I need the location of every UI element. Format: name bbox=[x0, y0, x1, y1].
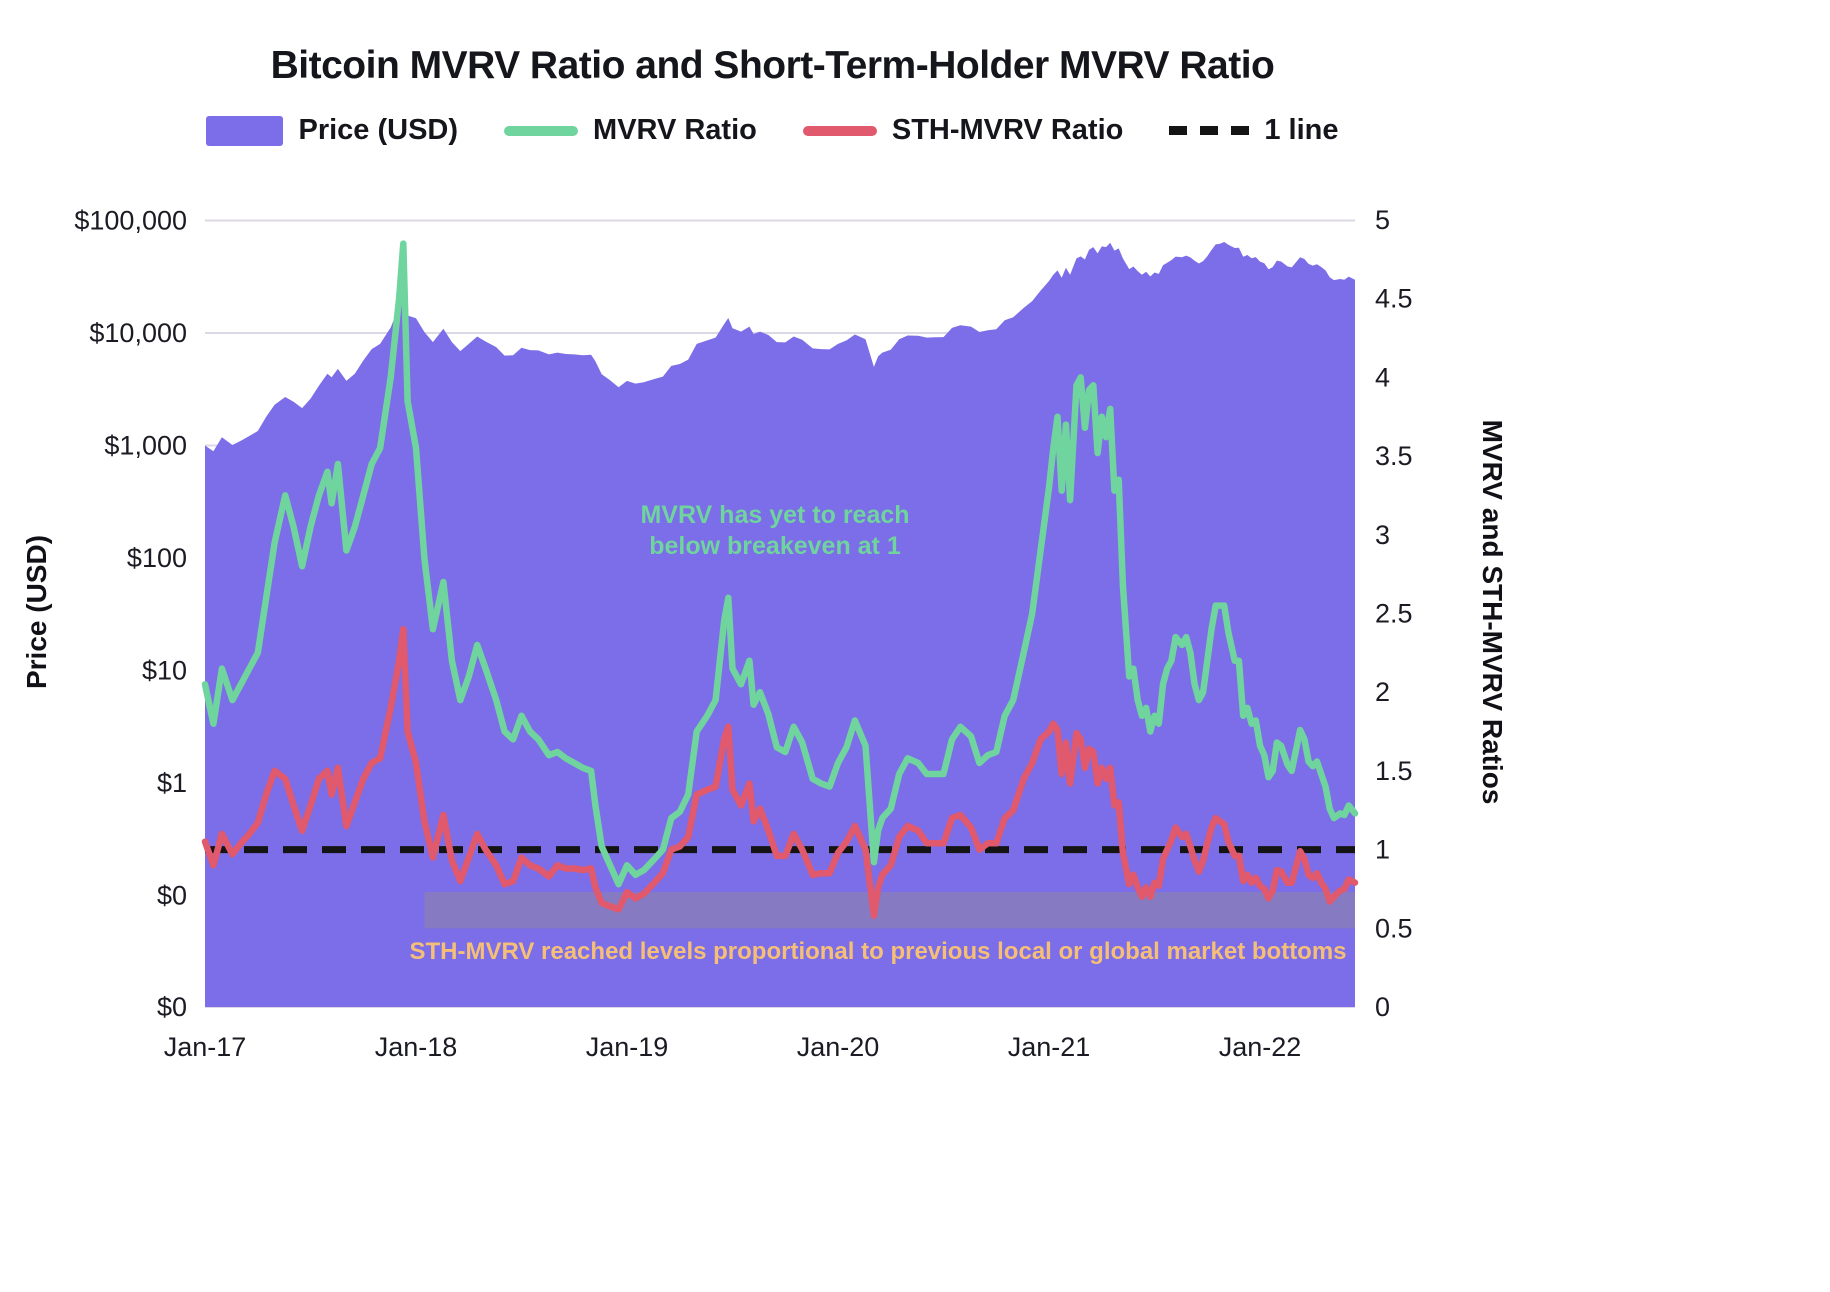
mvrv-line-swatch bbox=[504, 125, 579, 136]
right-axis-tick-label: 1.5 bbox=[1375, 756, 1413, 786]
legend: Price (USD) MVRV Ratio STH-MVRV Ratio 1 … bbox=[206, 114, 1339, 147]
right-axis-tick-label: 2 bbox=[1375, 677, 1390, 707]
left-axis-title: Price (USD) bbox=[21, 535, 52, 689]
chart-title: Bitcoin MVRV Ratio and Short-Term-Holder… bbox=[270, 44, 1275, 87]
x-axis-tick-label: Jan-19 bbox=[586, 1032, 669, 1062]
right-axis-tick-label: 1 bbox=[1375, 835, 1390, 865]
x-axis-tick-label: Jan-20 bbox=[797, 1032, 880, 1062]
legend-item-one-line: 1 line bbox=[1169, 114, 1339, 147]
right-axis-tick-label: 4 bbox=[1375, 362, 1390, 392]
left-axis-tick-label: $0 bbox=[157, 881, 187, 911]
right-axis-tick-label: 4.5 bbox=[1375, 284, 1413, 314]
left-axis-tick-label: $1 bbox=[157, 768, 187, 798]
legend-label-one-line: 1 line bbox=[1264, 114, 1339, 146]
x-axis-tick-label: Jan-21 bbox=[1008, 1032, 1091, 1062]
x-axis-tick-label: Jan-22 bbox=[1219, 1032, 1302, 1062]
sth-mvrv-line bbox=[201, 625, 1359, 919]
legend-label-price: Price (USD) bbox=[298, 114, 459, 146]
price-area-swatch bbox=[206, 115, 284, 146]
chart-series bbox=[201, 240, 1359, 1007]
right-axis-tick-label: 0.5 bbox=[1375, 913, 1413, 943]
right-axis-tick-label: 0 bbox=[1375, 992, 1390, 1022]
axis-ticks: $100,000 $10,000 $1,000 $100 $10 $1 $0 $0 0 0.5 1 1… bbox=[74, 205, 1412, 1062]
right-axis-title: MVRV and STH-MVRV Ratios bbox=[1477, 420, 1508, 805]
one-line-swatch bbox=[1169, 126, 1250, 135]
right-axis-tick-label: 2.5 bbox=[1375, 599, 1413, 629]
right-axis-tick-label: 3.5 bbox=[1375, 441, 1413, 471]
mvrv-annotation-line2: below breakeven at 1 bbox=[649, 532, 901, 560]
sth-mvrv-line-swatch bbox=[802, 125, 877, 136]
right-axis-tick-label: 3 bbox=[1375, 520, 1390, 550]
left-axis-tick-label: $100 bbox=[127, 543, 187, 573]
sth-annotation: STH-MVRV reached levels proportional to … bbox=[409, 938, 1346, 965]
sth-bottom-band bbox=[424, 892, 1355, 929]
chart-header: Bitcoin MVRV Ratio and Short-Term-Holder… bbox=[0, 44, 1545, 147]
left-axis-tick-label: $10 bbox=[142, 656, 187, 686]
mvrv-line bbox=[201, 240, 1359, 888]
legend-item-price: Price (USD) bbox=[206, 114, 458, 147]
left-axis-tick-label: $100,000 bbox=[74, 206, 187, 236]
left-axis-tick-label: $0 bbox=[157, 992, 187, 1022]
x-axis-tick-label: Jan-18 bbox=[375, 1032, 458, 1062]
x-axis-tick-label: Jan-17 bbox=[164, 1032, 247, 1062]
mvrv-annotation-line1: MVRV has yet to reach bbox=[640, 501, 909, 529]
legend-label-sth-mvrv: STH-MVRV Ratio bbox=[891, 114, 1124, 146]
legend-item-mvrv: MVRV Ratio bbox=[504, 114, 757, 147]
legend-item-sth-mvrv: STH-MVRV Ratio bbox=[802, 114, 1124, 147]
right-axis-tick-label: 5 bbox=[1375, 205, 1390, 235]
left-axis-tick-label: $1,000 bbox=[104, 431, 187, 461]
legend-label-mvrv: MVRV Ratio bbox=[593, 114, 757, 146]
left-axis-tick-label: $10,000 bbox=[89, 318, 187, 348]
